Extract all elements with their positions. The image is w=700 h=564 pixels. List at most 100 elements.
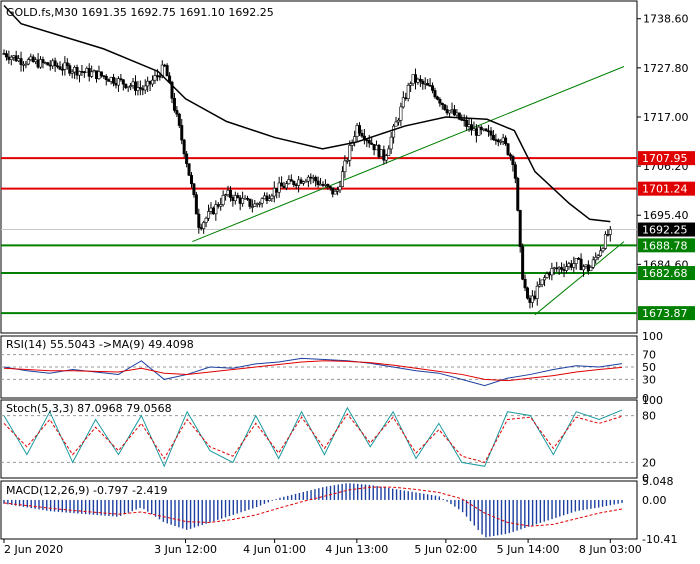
stoch-header: Stoch(5,3,3) 87.0968 79.0568	[6, 402, 172, 415]
candle-body	[287, 179, 291, 185]
candle-body	[299, 179, 303, 184]
candle-body	[460, 118, 464, 121]
candle-body	[326, 183, 330, 187]
candle-body	[136, 87, 140, 91]
candle-body	[175, 110, 179, 115]
candle-body	[569, 263, 573, 268]
candle-body	[116, 78, 120, 86]
rsi-tick-label: 100	[642, 330, 663, 343]
candle-body	[484, 128, 488, 132]
level-tag-label: 1682.68	[642, 267, 688, 280]
candle-body	[260, 198, 264, 204]
level-tag	[638, 151, 695, 166]
candle-body	[39, 59, 43, 68]
trendlines	[192, 66, 625, 316]
candle-body	[41, 59, 45, 64]
candle-body	[180, 125, 184, 141]
candle-body	[102, 75, 106, 77]
candle-body	[423, 83, 427, 85]
candle-body	[43, 62, 47, 64]
candle-body	[404, 97, 408, 100]
candle-body	[384, 155, 388, 161]
candle-body	[280, 182, 284, 187]
candle-body	[46, 62, 50, 66]
candle-body	[275, 187, 279, 193]
candle-body	[250, 206, 254, 208]
candle-body	[455, 112, 459, 116]
candle-body	[131, 81, 135, 87]
candle-body	[489, 130, 493, 136]
candle-body	[292, 180, 296, 185]
candle-body	[148, 80, 152, 85]
candle-body	[26, 59, 30, 65]
stoch-signal-line	[3, 413, 623, 463]
level-tag	[638, 238, 695, 253]
candle-body	[501, 137, 505, 142]
candle-body	[297, 179, 301, 186]
level-tag-label: 1688.78	[642, 239, 688, 252]
candle-body	[336, 189, 340, 192]
candle-body	[289, 179, 293, 182]
candle-body	[518, 210, 522, 247]
price-tick-label: 1738.60	[643, 13, 689, 26]
candle-body	[438, 98, 442, 104]
candle-body	[375, 144, 379, 151]
candle-body	[138, 87, 142, 90]
candle-body	[392, 125, 396, 138]
candle-body	[382, 149, 386, 161]
candle-body	[99, 71, 103, 76]
candle-body	[158, 75, 162, 78]
candle-body	[121, 79, 125, 85]
candle-body	[499, 141, 503, 143]
candle-body	[472, 128, 476, 131]
candle-body	[431, 85, 435, 91]
candle-body	[599, 250, 603, 257]
candle-body	[574, 257, 578, 264]
candle-body	[133, 81, 137, 91]
candle-body	[263, 195, 267, 200]
candle-body	[399, 106, 403, 121]
candle-body	[433, 90, 437, 98]
candle-body	[321, 183, 325, 186]
candle-body	[245, 197, 249, 200]
candle-body	[421, 80, 425, 85]
candle-body	[328, 186, 332, 189]
candle-body	[304, 180, 308, 183]
candle-body	[209, 207, 213, 212]
candle-body	[219, 204, 223, 207]
candle-body	[543, 277, 547, 281]
time-tick-label: 4 Jun 13:00	[325, 543, 388, 556]
candle-body	[95, 70, 99, 80]
candle-body	[170, 81, 174, 99]
candle-body	[586, 264, 590, 272]
time-tick-label: 4 Jun 01:00	[243, 543, 306, 556]
candle-body	[348, 145, 352, 161]
candle-body	[294, 184, 298, 186]
candle-body	[21, 64, 25, 66]
trendline	[534, 241, 625, 316]
level-tag	[638, 306, 695, 321]
candle-body	[533, 295, 537, 299]
candle-body	[226, 189, 230, 195]
candle-body	[606, 234, 610, 236]
price-panel	[0, 0, 638, 334]
current-price-label: 1692.25	[642, 224, 688, 237]
level-tag	[638, 181, 695, 196]
candle-body	[608, 229, 612, 235]
candle-body	[367, 139, 371, 144]
candle-body	[31, 56, 35, 62]
candle-body	[65, 62, 69, 66]
candle-body	[601, 248, 605, 252]
candle-body	[97, 71, 101, 80]
candle-body	[540, 279, 544, 285]
level-tags: 1707.95 1701.24 1688.78 1682.68 1673.87 1692.…	[638, 151, 695, 321]
candle-body	[394, 121, 398, 127]
candle-body	[92, 70, 96, 73]
trendline	[192, 66, 625, 243]
price-axis: 1738.601727.801717.001706.201695.401684.…	[637, 13, 689, 271]
candle-body	[73, 67, 77, 73]
candle-body	[416, 78, 420, 83]
rsi-grid	[1, 354, 637, 380]
time-tick-label: 3 Jun 12:00	[154, 543, 217, 556]
